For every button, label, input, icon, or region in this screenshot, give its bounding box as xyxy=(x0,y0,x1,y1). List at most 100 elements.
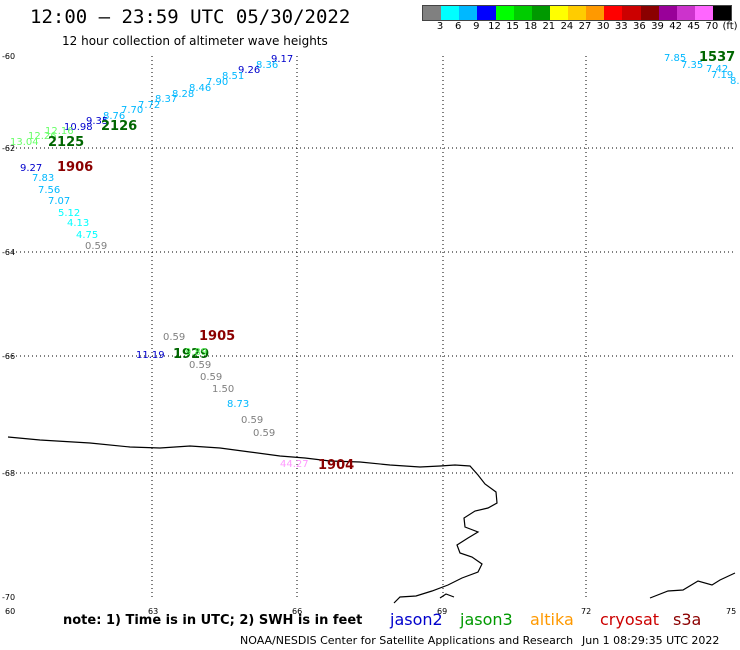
scale-label: 36 xyxy=(633,21,646,32)
wave-height-label: 8.46 xyxy=(189,83,211,94)
wave-height-label: 7.72 xyxy=(138,100,160,111)
scale-label: 70 xyxy=(705,21,719,32)
wave-height-label: 7.35 xyxy=(681,60,703,71)
scale-swatch xyxy=(477,6,496,20)
longitude-label: 60 xyxy=(5,607,15,616)
latitude-label: -60 xyxy=(2,52,15,61)
wave-height-label: 7.83 xyxy=(32,173,54,184)
latitude-labels: -60 -62 -64 -66 -68 -70 xyxy=(2,52,15,602)
wave-height-labels: 9.178.369.268.517.908.468.288.377.727.70… xyxy=(10,50,740,473)
note-text: note: 1) Time is in UTC; 2) SWH is in fe… xyxy=(63,613,363,628)
latitude-label: -70 xyxy=(2,593,15,602)
wave-height-label: 7.70 xyxy=(121,105,143,116)
color-scale-labels: 3 6 9 12 15 18 21 24 27 30 33 36 39 42 45 70 (ft) xyxy=(422,21,738,35)
pass-time-label: 1905 xyxy=(199,329,235,344)
pass-time-label: 1929 xyxy=(173,347,209,362)
scale-label: 21 xyxy=(542,21,556,32)
scale-swatch xyxy=(640,6,659,20)
wave-height-label: 12.16 xyxy=(45,126,74,137)
map-subtitle: 12 hour collection of altimeter wave hei… xyxy=(62,34,328,48)
scale-swatch xyxy=(531,6,550,20)
wave-height-label: 9.17 xyxy=(271,54,293,65)
scale-label: 27 xyxy=(578,21,592,32)
scale-swatch xyxy=(676,6,695,20)
generated-timestamp: Jun 1 08:29:35 UTC 2022 xyxy=(582,634,720,647)
longitude-label: 72 xyxy=(581,607,591,616)
wave-height-label: 5.12 xyxy=(58,208,80,219)
scale-swatch xyxy=(586,6,605,20)
wave-height-label: 7.56 xyxy=(38,185,60,196)
wave-height-label: 7.19 xyxy=(711,70,733,81)
antarctic-coastline-east xyxy=(649,572,736,599)
scale-label: 3 xyxy=(436,21,444,32)
scale-label: 24 xyxy=(560,21,574,32)
scale-swatch xyxy=(423,6,442,20)
pass-time-label: 2126 xyxy=(101,119,137,134)
longitude-labels: 60 63 66 69 72 75 xyxy=(5,607,736,616)
scale-label: 33 xyxy=(614,21,628,32)
wave-height-label: 9.26 xyxy=(238,65,260,76)
latitude-label: -64 xyxy=(2,248,15,257)
wave-height-label: 1.50 xyxy=(212,384,234,395)
wave-height-label: 11.19 xyxy=(136,350,165,361)
scale-swatch xyxy=(658,6,677,20)
wave-height-label: 9.35 xyxy=(86,116,108,127)
satellite-legend-item: cryosat xyxy=(600,610,660,629)
wave-height-label: 0.59 xyxy=(189,360,211,371)
scale-label: 6 xyxy=(455,21,462,32)
latitude-label: -66 xyxy=(2,352,15,361)
map-grid xyxy=(8,56,736,598)
wave-height-label: 8.51 xyxy=(222,71,244,82)
satellite-legend-item: jason3 xyxy=(460,610,513,629)
scale-swatch xyxy=(513,6,532,20)
scale-label: 12 xyxy=(488,21,501,32)
pass-time-label: 2125 xyxy=(48,135,84,150)
wave-height-label: 7.85 xyxy=(664,53,686,64)
scale-label: 39 xyxy=(651,21,664,32)
wave-height-label: 44.27 xyxy=(280,459,309,470)
scale-swatch xyxy=(694,6,713,20)
wave-height-label: 0.59 xyxy=(163,332,185,343)
scale-swatch xyxy=(604,6,623,20)
scale-swatch xyxy=(713,6,732,20)
wave-height-label: 4.13 xyxy=(67,218,89,229)
wave-height-label: 8.28 xyxy=(172,89,194,100)
wave-height-label: 8.73 xyxy=(227,399,249,410)
scale-swatch xyxy=(568,6,587,20)
pass-time-label: 1537 xyxy=(699,50,735,65)
scale-label: 15 xyxy=(506,21,519,32)
scale-label: 45 xyxy=(687,21,701,32)
scale-swatch xyxy=(622,6,641,20)
pass-time-label: 1904 xyxy=(318,458,354,473)
wave-height-label: 10.98 xyxy=(64,122,93,133)
wave-height-label: 9.27 xyxy=(20,163,42,174)
longitude-label: 66 xyxy=(292,607,302,616)
wave-height-label: 0.59 xyxy=(241,415,263,426)
scale-label: 9 xyxy=(473,21,480,32)
scale-swatch xyxy=(549,6,568,20)
longitude-label: 75 xyxy=(726,607,736,616)
wave-height-label: 8. xyxy=(730,76,740,87)
wave-height-label: 0.59 xyxy=(200,372,222,383)
satellite-legend-item: altika xyxy=(530,610,574,629)
scale-label: 42 xyxy=(669,21,683,32)
wave-height-label: 9.89 xyxy=(185,347,207,358)
antarctic-coastline-inlet xyxy=(439,593,455,599)
wave-height-label: 7.42 xyxy=(706,64,728,75)
wave-height-label: 0.59 xyxy=(85,241,107,252)
longitude-label: 63 xyxy=(148,607,158,616)
wave-height-label: 12.26 xyxy=(28,131,57,142)
antarctic-coastline xyxy=(7,436,498,604)
scale-swatch xyxy=(459,6,478,20)
wave-height-label: 7.07 xyxy=(48,196,70,207)
wave-height-label: 0.59 xyxy=(253,428,275,439)
satellite-legend-item: jason2 xyxy=(390,610,443,629)
scale-swatch xyxy=(495,6,514,20)
latitude-label: -68 xyxy=(2,469,15,478)
wave-height-label: 13.04 xyxy=(10,137,39,148)
credit-text: NOAA/NESDIS Center for Satellite Applica… xyxy=(240,634,574,647)
wave-height-label: 8.37 xyxy=(155,94,177,105)
satellite-legend-item: s3a xyxy=(673,610,702,629)
wave-height-label: 8.76 xyxy=(103,111,125,122)
